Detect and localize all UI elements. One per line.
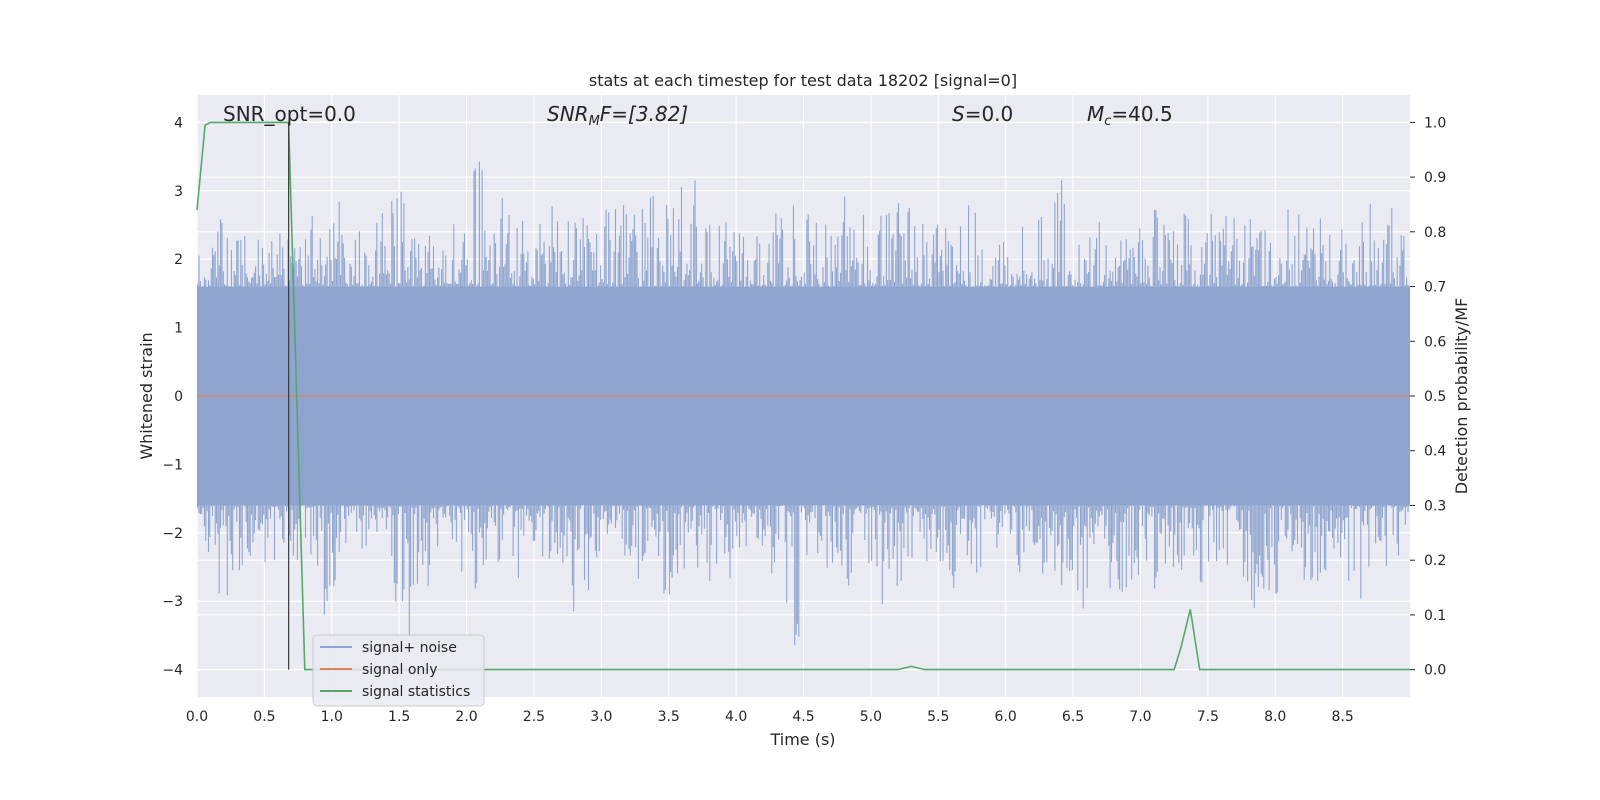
y-axis-label: Whitened strain <box>137 332 156 459</box>
x-tick-label: 7.5 <box>1197 709 1219 725</box>
y2-tick-label: 0.5 <box>1424 389 1446 405</box>
y2-tick-label: 0.9 <box>1424 170 1446 186</box>
x-tick-label: 2.0 <box>455 709 477 725</box>
y2-tick-label: 0.3 <box>1424 498 1446 514</box>
y-tick-label: 4 <box>174 115 183 131</box>
legend-label-signal-statistics: signal statistics <box>362 684 470 700</box>
legend: signal+ noise signal only signal statist… <box>312 634 485 707</box>
y-tick-label: 0 <box>174 389 183 405</box>
x-tick-label: 1.5 <box>388 709 410 725</box>
y2-axis-ticks: 1.0 0.9 0.8 0.7 0.6 0.5 0.4 0.3 0.2 0.1 0.0 <box>1410 115 1446 679</box>
annotation-snr-opt: SNR_opt=0.0 <box>223 102 356 126</box>
y2-tick-label: 0.2 <box>1424 553 1446 569</box>
x-tick-label: 8.5 <box>1331 709 1353 725</box>
legend-box <box>312 634 485 707</box>
x-tick-label: 0.5 <box>253 709 275 725</box>
y2-tick-label: 0.7 <box>1424 280 1446 296</box>
y-tick-label: 2 <box>174 252 183 268</box>
x-tick-label: 7.0 <box>1129 709 1151 725</box>
legend-label-signal-noise: signal+ noise <box>362 640 457 656</box>
x-tick-label: 4.0 <box>725 709 747 725</box>
chart-title: stats at each timestep for test data 182… <box>589 71 1017 90</box>
x-tick-label: 6.0 <box>995 709 1017 725</box>
annotation-snr-mf: SNRMF=[3.82] <box>547 102 688 129</box>
y2-axis-label: Detection probability/MF <box>1452 298 1471 495</box>
x-axis-ticks: 0.0 0.5 1.0 1.5 2.0 2.5 3.0 3.5 4.0 4.5 5.0 5.5 6.0 6… <box>186 709 1354 725</box>
y-tick-label: −1 <box>162 457 183 473</box>
y-tick-label: 1 <box>174 321 183 337</box>
y2-tick-label: 1.0 <box>1424 115 1446 131</box>
x-tick-label: 5.0 <box>860 709 882 725</box>
x-tick-label: 0.0 <box>186 709 208 725</box>
y-tick-label: −3 <box>162 594 183 610</box>
y-tick-label: −4 <box>162 663 183 679</box>
x-tick-label: 3.5 <box>658 709 680 725</box>
y2-tick-label: 0.0 <box>1424 663 1446 679</box>
legend-label-signal-only: signal only <box>362 662 437 678</box>
x-tick-label: 5.5 <box>927 709 949 725</box>
series-line-signal-statistics <box>196 121 1410 671</box>
y-tick-label: −2 <box>162 526 183 542</box>
annotation-mc: Mc=40.5 <box>1087 102 1173 129</box>
x-tick-label: 1.0 <box>321 709 343 725</box>
y2-tick-label: 0.8 <box>1424 225 1446 241</box>
x-tick-label: 8.0 <box>1264 709 1286 725</box>
series-lines <box>196 121 1410 671</box>
x-axis-label: Time (s) <box>769 730 835 749</box>
y-axis-ticks: 4 3 2 1 0 −1 −2 −3 −4 <box>162 115 183 678</box>
annotation-s: S=0.0 <box>952 102 1013 126</box>
x-tick-label: 4.5 <box>792 709 814 725</box>
x-tick-label: 3.0 <box>590 709 612 725</box>
x-tick-label: 2.5 <box>523 709 545 725</box>
y2-tick-label: 0.1 <box>1424 608 1446 624</box>
y2-tick-label: 0.4 <box>1424 444 1446 460</box>
y2-tick-label: 0.6 <box>1424 334 1446 350</box>
y-tick-label: 3 <box>174 184 183 200</box>
x-tick-label: 6.5 <box>1062 709 1084 725</box>
